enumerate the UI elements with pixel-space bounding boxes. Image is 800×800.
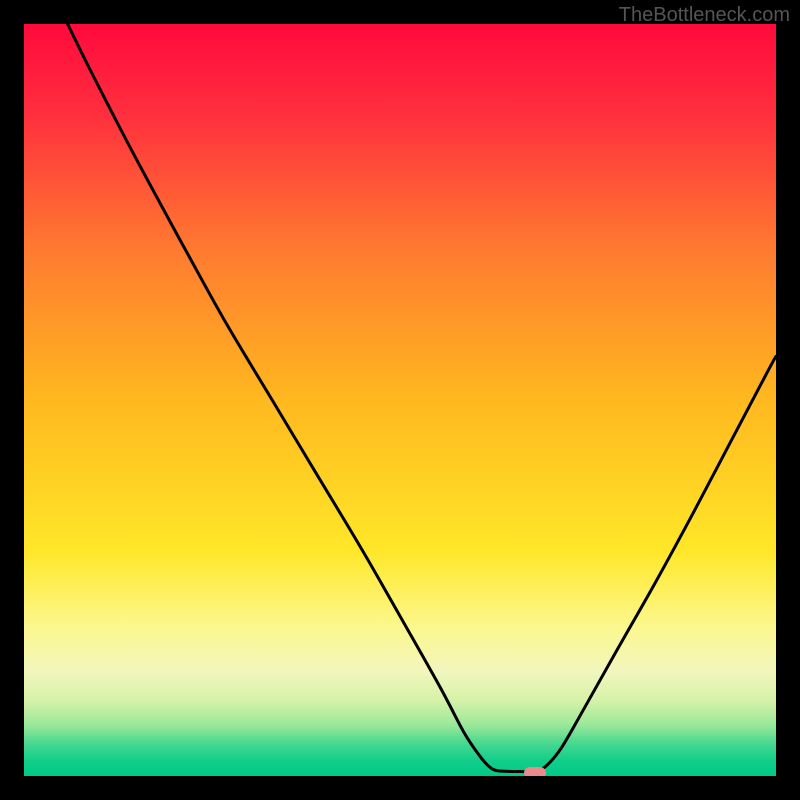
chart-curve xyxy=(24,24,776,776)
watermark-text: TheBottleneck.com xyxy=(619,4,790,27)
chart-minimum-marker xyxy=(524,767,546,776)
chart-plot-area xyxy=(24,24,776,776)
